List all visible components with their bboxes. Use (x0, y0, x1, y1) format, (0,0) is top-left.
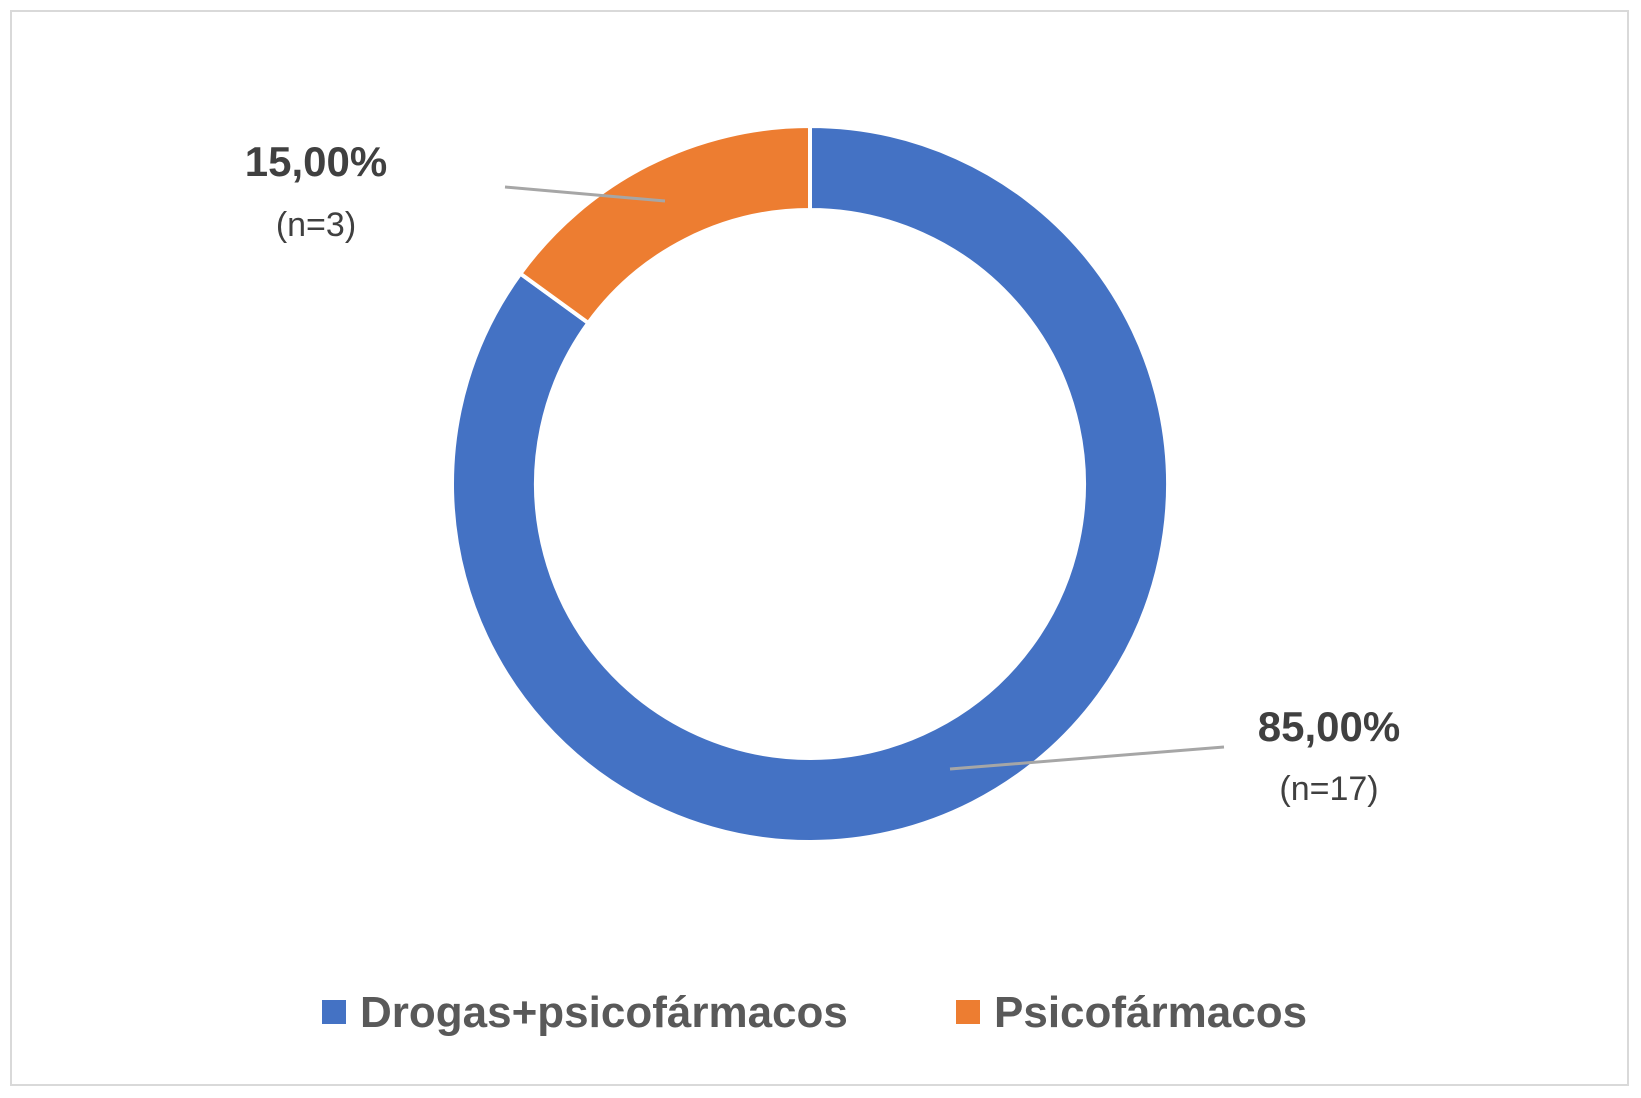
data-label-count-drogas: (n=17) (1279, 770, 1378, 808)
donut-slice-psicofarmacos (517, 123, 812, 326)
leader-line-psicofarmacos (504, 185, 666, 203)
legend-label-psicofarmacos: Psicofármacos (994, 988, 1307, 1037)
donut-slice-drogas (450, 123, 1170, 844)
data-label-percent-psicofarmacos: 15,00% (245, 138, 387, 185)
data-label-count-psicofarmacos: (n=3) (276, 206, 356, 244)
slices-layer (450, 123, 1170, 844)
legend-swatch-drogas (322, 1000, 346, 1024)
legend-label-drogas: Drogas+psicofármacos (360, 988, 848, 1037)
leader-line-drogas (949, 745, 1225, 771)
legend: Drogas+psicofármacos Psicofármacos (322, 988, 1307, 1037)
data-label-percent-drogas: 85,00% (1258, 703, 1400, 750)
leader-lines (504, 185, 1225, 771)
legend-swatch-psicofarmacos (956, 1000, 980, 1024)
